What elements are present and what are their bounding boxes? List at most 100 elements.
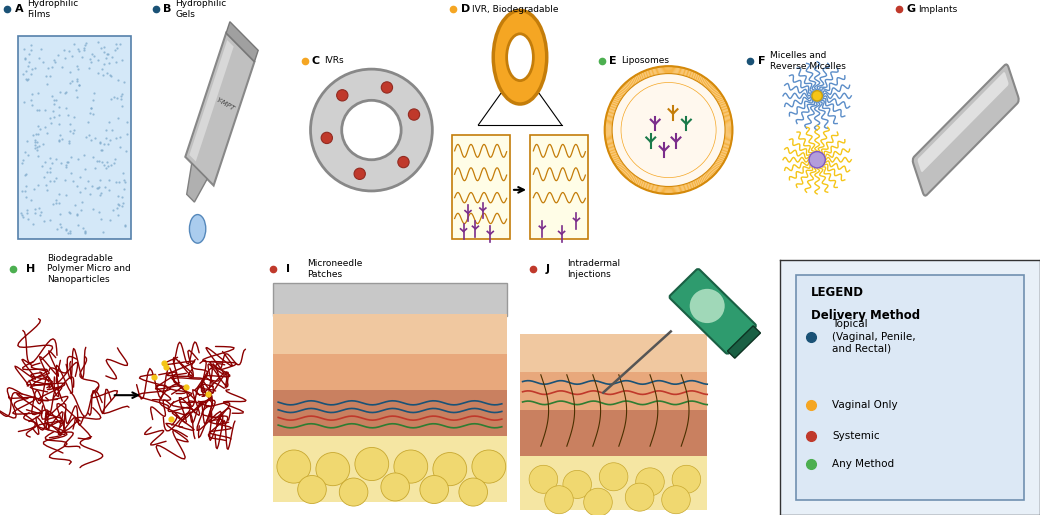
FancyBboxPatch shape [451,135,510,239]
Point [106,93,123,101]
Point [108,58,125,66]
Point [60,140,77,148]
Point [46,95,62,104]
Point [114,199,131,207]
Point [61,136,78,145]
Point [75,224,92,232]
Text: Microneedle
Patches: Microneedle Patches [307,259,362,279]
Circle shape [394,450,427,483]
Point [60,208,77,216]
Point [92,139,108,147]
Point [18,75,34,83]
Point [100,140,116,148]
Point [30,54,47,62]
Point [90,209,107,217]
Point [18,169,34,178]
Polygon shape [187,163,207,202]
FancyBboxPatch shape [18,37,131,239]
Point [22,70,38,78]
Point [78,39,95,47]
FancyBboxPatch shape [520,456,707,510]
Point [42,154,58,162]
Point [47,58,63,66]
Circle shape [493,10,547,104]
Point [81,190,98,198]
Point [71,81,87,89]
Point [17,148,33,157]
Point [105,206,122,214]
Point [52,131,69,139]
Point [37,72,54,80]
Point [17,171,33,180]
Point [70,64,86,73]
Text: E: E [609,56,617,66]
Circle shape [342,100,401,160]
Point [69,62,85,71]
Point [20,215,36,223]
Point [77,41,94,49]
Point [100,50,116,59]
Point [109,200,126,208]
Point [16,98,32,106]
Point [34,140,51,148]
Point [29,181,46,190]
Circle shape [599,463,628,491]
Point [64,177,81,185]
Point [76,44,93,53]
Point [42,168,58,177]
Point [16,70,32,78]
Point [119,130,135,138]
Point [57,163,74,171]
Point [115,78,132,86]
Point [100,59,116,67]
Circle shape [809,151,826,168]
Point [44,159,60,167]
Polygon shape [414,316,428,372]
Point [93,138,109,146]
Circle shape [297,475,327,504]
Point [37,123,54,131]
Point [61,209,78,217]
Point [116,178,133,186]
Point [35,217,52,225]
Point [18,193,34,201]
Point [96,43,112,52]
Circle shape [545,486,573,514]
Point [119,117,135,126]
Point [12,209,29,217]
Point [22,45,38,54]
Point [69,210,85,218]
Text: Hydrophilic
Films: Hydrophilic Films [27,0,78,19]
Point [30,203,47,212]
Point [61,79,78,87]
Point [16,45,32,53]
Point [24,65,41,73]
Point [94,65,110,73]
Text: Any Method: Any Method [832,459,894,469]
Point [76,46,93,54]
Point [46,113,62,122]
Point [15,213,31,221]
Point [67,201,83,209]
Point [41,64,57,72]
Point [23,196,40,204]
Point [78,133,95,141]
Text: Micelles and
Reverse Micelles: Micelles and Reverse Micelles [770,52,846,71]
Point [42,72,58,80]
Polygon shape [374,316,390,372]
Point [33,45,50,53]
Point [89,38,106,46]
Point [17,54,33,62]
Point [62,169,79,177]
Point [35,173,52,181]
Polygon shape [727,326,760,358]
Text: Implants: Implants [918,5,958,13]
FancyBboxPatch shape [530,135,589,239]
Point [113,201,130,210]
Point [59,229,76,237]
Point [20,150,36,159]
Circle shape [433,453,467,486]
Point [96,140,112,148]
Point [51,111,68,119]
Point [99,70,115,78]
